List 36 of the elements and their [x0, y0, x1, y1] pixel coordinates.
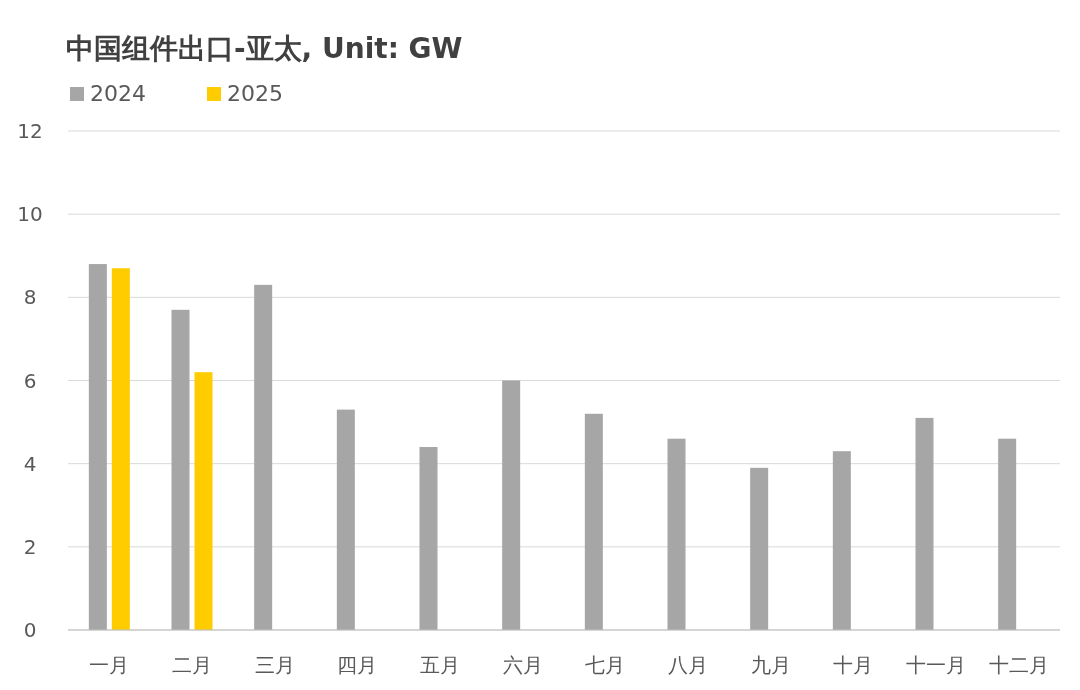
x-tick-label: 七月: [585, 653, 626, 677]
bar: [915, 417, 934, 630]
bar: [667, 438, 686, 630]
bar: [194, 372, 213, 630]
x-tick-label: 八月: [668, 653, 708, 677]
x-tick-label: 二月: [172, 653, 212, 677]
bar: [336, 409, 355, 630]
bar: [502, 380, 521, 630]
bar: [998, 438, 1017, 630]
x-tick-label: 六月: [502, 653, 543, 677]
bar: [88, 264, 107, 630]
x-tick-label: 五月: [420, 653, 460, 677]
bar: [254, 284, 273, 630]
y-tick-label: 0: [23, 618, 37, 642]
bar: [171, 309, 190, 630]
chart-title: 中国组件出口-亚太, Unit: GW: [66, 32, 463, 65]
y-tick-label: 12: [17, 119, 43, 143]
bar: [750, 467, 769, 630]
bar: [111, 268, 130, 630]
bar: [419, 447, 438, 630]
y-tick-label: 2: [23, 534, 37, 559]
x-tick-label: 九月: [750, 653, 791, 677]
x-tick-label: 十月: [833, 653, 874, 677]
legend-label: 2024: [90, 81, 146, 106]
bar: [832, 451, 851, 630]
x-tick-label: 十一月: [906, 653, 966, 677]
x-tick-label: 十二月: [988, 653, 1049, 677]
legend-label: 2025: [227, 81, 283, 106]
x-tick-label: 三月: [254, 653, 295, 677]
y-tick-label: 8: [23, 285, 37, 310]
y-tick-label: 6: [23, 368, 37, 393]
y-tick-label: 10: [17, 202, 43, 227]
bar: [584, 413, 603, 630]
x-tick-label: 一月: [89, 653, 130, 677]
x-tick-label: 四月: [337, 653, 378, 677]
y-tick-label: 4: [23, 451, 37, 476]
